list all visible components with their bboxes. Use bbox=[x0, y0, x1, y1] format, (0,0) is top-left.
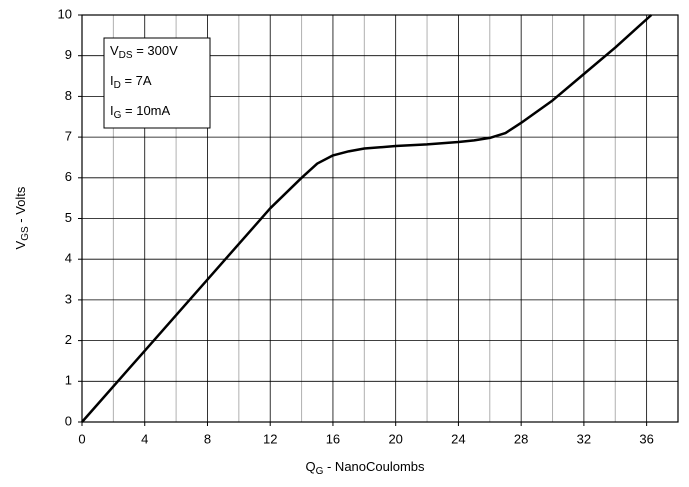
plot-frame bbox=[81, 14, 679, 423]
condition-rest: = 7A bbox=[121, 73, 152, 88]
condition: IG = 10mA bbox=[110, 103, 171, 120]
y-tick-label: 2 bbox=[65, 332, 72, 347]
y-tick-label: 0 bbox=[65, 413, 72, 428]
y-axis-label-rest: - Volts bbox=[13, 186, 28, 226]
condition-rest: = 300V bbox=[133, 43, 179, 58]
x-tick-label: 16 bbox=[326, 431, 340, 446]
y-axis-label-sub: GS bbox=[20, 226, 31, 241]
x-tick-label: 20 bbox=[388, 431, 402, 446]
condition-main: I bbox=[110, 103, 114, 118]
y-tick-label: 1 bbox=[65, 373, 72, 388]
x-axis-label-sub: G bbox=[316, 466, 324, 477]
condition-sub: D bbox=[114, 80, 121, 91]
x-tick-label: 28 bbox=[514, 431, 528, 446]
condition-sub: G bbox=[114, 110, 122, 121]
x-tick-label: 8 bbox=[204, 431, 211, 446]
y-tick-label: 8 bbox=[65, 88, 72, 103]
y-tick-label: 3 bbox=[65, 291, 72, 306]
conditions-box bbox=[103, 37, 211, 129]
x-tick-label: 0 bbox=[78, 431, 85, 446]
x-axis-label-rest: - NanoCoulombs bbox=[323, 459, 425, 474]
x-tick-label: 24 bbox=[451, 431, 465, 446]
x-tick-label: 36 bbox=[639, 431, 653, 446]
x-tick-label: 32 bbox=[577, 431, 591, 446]
y-tick-label: 4 bbox=[65, 251, 72, 266]
x-axis-label-main: Q bbox=[305, 459, 315, 474]
x-tick-label: 12 bbox=[263, 431, 277, 446]
y-axis-label: VGS - Volts bbox=[13, 186, 30, 249]
condition-rest: = 10mA bbox=[121, 103, 170, 118]
y-tick-label: 5 bbox=[65, 210, 72, 225]
condition-main: V bbox=[110, 43, 119, 58]
y-tick-label: 9 bbox=[65, 47, 72, 62]
x-axis-label: QG - NanoCoulombs bbox=[305, 459, 425, 476]
data-line bbox=[81, 14, 653, 423]
y-tick-label: 10 bbox=[58, 6, 72, 21]
condition-main: I bbox=[110, 73, 114, 88]
condition: VDS = 300V bbox=[110, 43, 178, 60]
y-tick-label: 6 bbox=[65, 169, 72, 184]
condition: ID = 7A bbox=[110, 73, 152, 90]
x-tick-label: 4 bbox=[141, 431, 148, 446]
y-axis-label-main: V bbox=[13, 240, 28, 249]
y-tick-label: 7 bbox=[65, 129, 72, 144]
condition-sub: DS bbox=[119, 50, 133, 61]
